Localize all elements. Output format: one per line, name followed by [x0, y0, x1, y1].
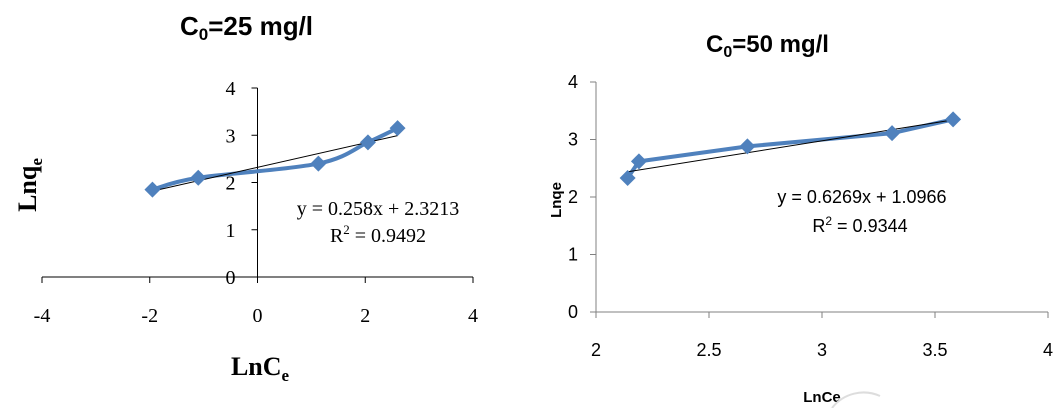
chart1-x-axis-label: LnCe — [231, 352, 290, 385]
chart1-r-squared: R2 = 0.9492 — [330, 222, 426, 247]
watermark-arc — [831, 391, 881, 408]
chart1-x-tick-label: -2 — [141, 305, 158, 327]
chart2-y-axis-label: Lnqe — [548, 182, 565, 218]
chart2-y-tick-label: 0 — [568, 302, 578, 322]
chart1-title: C0=25 mg/l — [180, 11, 313, 44]
chart1-data-point — [144, 181, 161, 198]
chart1-series-line — [151, 126, 399, 192]
chart1-y-tick-label: 3 — [226, 125, 236, 147]
chart2-equation: y = 0.6269x + 1.0966 — [777, 187, 946, 207]
chart1-x-tick-label: 4 — [468, 305, 478, 327]
chart1-x-tick-label: 2 — [360, 305, 370, 327]
chart2-y-tick-label: 1 — [568, 245, 578, 265]
chart2-data-point — [884, 125, 901, 142]
chart1-y-tick-label: 2 — [226, 173, 236, 195]
chart1-axes — [41, 87, 474, 283]
chart2-data-point — [619, 170, 636, 187]
chart2-x-tick-label: 3.5 — [922, 340, 947, 360]
chart1-y-axis-label: Lnqe — [13, 158, 46, 212]
chart1-x-tick-label: -4 — [34, 305, 51, 327]
chart1-series — [144, 120, 406, 198]
chart1-data-point — [359, 134, 376, 151]
chart1-tick-labels: -4 -2 0 2 4 0 1 2 3 4 — [34, 78, 478, 327]
chart2-trendline — [627, 119, 954, 173]
chart2-y-tick-label: 2 — [568, 187, 578, 207]
chart1-data-point — [310, 155, 327, 172]
chart1-equation: y = 0.258x + 2.3213 — [297, 198, 460, 220]
chart2-data-point — [945, 111, 962, 128]
chart1-y-tick-label: 0 — [226, 267, 236, 289]
chart1-y-tick-label: 4 — [226, 78, 236, 100]
chart1-data-point — [389, 120, 406, 137]
chart2-r-squared: R2 = 0.9344 — [812, 214, 907, 236]
chart1-x-tick-label: 0 — [253, 305, 263, 327]
chart2-x-tick-label: 4 — [1043, 340, 1053, 360]
chart2-x-tick-label: 2.5 — [696, 340, 721, 360]
chart2-y-tick-label: 3 — [568, 130, 578, 150]
chart1-data-point — [190, 169, 207, 186]
chart2-data-point — [739, 138, 756, 155]
chart2-x-axis-label: LnCe — [803, 389, 841, 406]
chart2-title: C0=50 mg/l — [706, 31, 829, 61]
chart2-data-point — [630, 153, 647, 170]
chart2-y-tick-label: 4 — [568, 72, 578, 92]
chart1-y-tick-label: 1 — [226, 220, 236, 242]
chart-25mgl: C0=25 mg/l -4 -2 0 2 4 0 1 2 3 4 y = 0.258x + 2.3… — [13, 11, 478, 385]
chart2-tick-labels: 2 2.5 3 3.5 4 0 1 2 3 4 — [568, 72, 1053, 360]
chart1-trendline — [152, 135, 398, 192]
chart2-x-tick-label: 3 — [817, 340, 827, 360]
chart2-series — [619, 111, 962, 187]
chart2-axes — [590, 81, 1049, 318]
chart-50mgl: C0=50 mg/l 2 2.5 3 3.5 4 0 1 2 3 4 y = 0.6269x + … — [548, 31, 1053, 406]
chart2-x-tick-label: 2 — [591, 340, 601, 360]
